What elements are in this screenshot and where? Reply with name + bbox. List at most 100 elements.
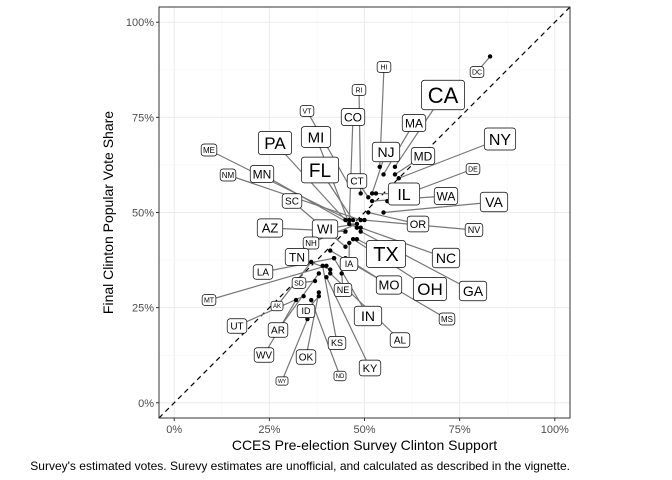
leader-line-ok xyxy=(305,292,320,358)
label-box xyxy=(438,312,456,326)
label-text: WI xyxy=(317,222,333,237)
point-sd xyxy=(312,278,318,284)
label-box xyxy=(249,165,275,183)
label-wi: WI xyxy=(311,219,339,239)
label-text: MO xyxy=(379,278,400,293)
label-hi: HI xyxy=(376,61,392,73)
point-mn xyxy=(354,225,360,230)
x-tick-label: 75% xyxy=(449,424,471,436)
label-text: FL xyxy=(309,161,331,182)
label-la: LA xyxy=(252,264,274,280)
label-text: CO xyxy=(344,110,362,124)
label-text: NH xyxy=(305,239,317,248)
point-dc xyxy=(487,54,493,59)
label-box xyxy=(358,359,382,377)
label-box xyxy=(291,277,307,289)
label-wy: WY xyxy=(275,376,289,386)
label-md: MD xyxy=(410,147,436,165)
point-ca xyxy=(392,164,398,170)
label-ok: OK xyxy=(295,349,317,365)
label-text: NV xyxy=(468,225,481,235)
label-text: DE xyxy=(468,167,478,174)
point-wa xyxy=(369,198,375,204)
label-box xyxy=(483,127,517,151)
leader-line-ar xyxy=(277,273,320,331)
label-box xyxy=(333,283,353,297)
label-text: IA xyxy=(345,259,354,269)
label-text: NC xyxy=(436,250,456,266)
label-box xyxy=(275,376,289,386)
caption: Survey's estimated votes. Surevy estimat… xyxy=(30,459,570,473)
label-ks: KS xyxy=(327,336,347,350)
label-or: OR xyxy=(406,215,430,233)
label-box xyxy=(270,300,284,312)
label-pa: PA xyxy=(257,131,293,155)
label-box xyxy=(376,61,392,73)
y-tick-label: 50% xyxy=(132,208,154,220)
label-il: IL xyxy=(387,182,421,206)
label-box xyxy=(479,191,509,213)
point-tx xyxy=(354,236,360,242)
y-tick-label: 100% xyxy=(126,17,154,29)
label-box xyxy=(464,223,484,237)
label-box xyxy=(346,173,368,189)
point-mt xyxy=(324,263,329,268)
label-text: WV xyxy=(256,351,272,362)
point-or xyxy=(366,210,371,215)
label-text: NE xyxy=(337,285,350,295)
label-text: ME xyxy=(203,146,215,155)
point-nd xyxy=(309,297,314,303)
identity-line xyxy=(158,6,571,419)
label-text: UT xyxy=(230,322,243,333)
point-ar xyxy=(316,271,322,276)
label-box xyxy=(389,332,411,348)
label-box xyxy=(371,141,401,163)
point-ga xyxy=(358,229,363,234)
label-ct: CT xyxy=(346,173,368,189)
label-text: PA xyxy=(264,134,286,153)
label-box xyxy=(257,131,293,155)
leader-line-ky xyxy=(325,276,371,369)
point-tn xyxy=(328,267,333,272)
label-text: HI xyxy=(381,65,388,72)
point-oh xyxy=(350,236,356,242)
label-text: KS xyxy=(331,338,343,348)
point-ri xyxy=(358,191,363,196)
label-text: MT xyxy=(204,298,215,305)
label-box xyxy=(267,322,289,338)
point-sc xyxy=(343,244,348,249)
label-text: AL xyxy=(394,336,407,347)
leader-line-mn xyxy=(261,173,358,229)
label-box xyxy=(353,305,383,327)
label-box xyxy=(252,264,274,280)
label-ut: UT xyxy=(226,318,248,334)
label-ia: IA xyxy=(339,257,359,271)
label-nh: NH xyxy=(302,236,320,250)
label-box xyxy=(387,182,421,206)
label-tn: TN xyxy=(284,248,310,266)
label-text: IN xyxy=(361,308,375,324)
label-mt: MT xyxy=(201,294,217,306)
label-ar: AR xyxy=(267,322,289,338)
x-tick-label: 0% xyxy=(166,424,182,436)
label-text: ND xyxy=(336,374,345,380)
label-box xyxy=(375,275,403,295)
label-box xyxy=(433,187,459,205)
label-ri: RI xyxy=(351,84,367,96)
point-ma xyxy=(381,172,386,177)
label-box xyxy=(295,349,317,365)
label-text: SD xyxy=(294,281,304,288)
label-text: ID xyxy=(302,306,312,316)
label-fl: FL xyxy=(301,156,339,184)
label-box xyxy=(410,147,436,165)
label-box xyxy=(256,218,284,238)
label-box xyxy=(301,156,339,184)
label-text: OH xyxy=(417,280,443,299)
label-text: TN xyxy=(289,250,305,264)
label-ma: MA xyxy=(401,114,427,132)
point-va xyxy=(381,210,386,215)
point-mi xyxy=(347,221,352,227)
label-text: MS xyxy=(441,315,453,324)
label-nj: NJ xyxy=(371,141,401,163)
label-wa: WA xyxy=(433,187,459,205)
